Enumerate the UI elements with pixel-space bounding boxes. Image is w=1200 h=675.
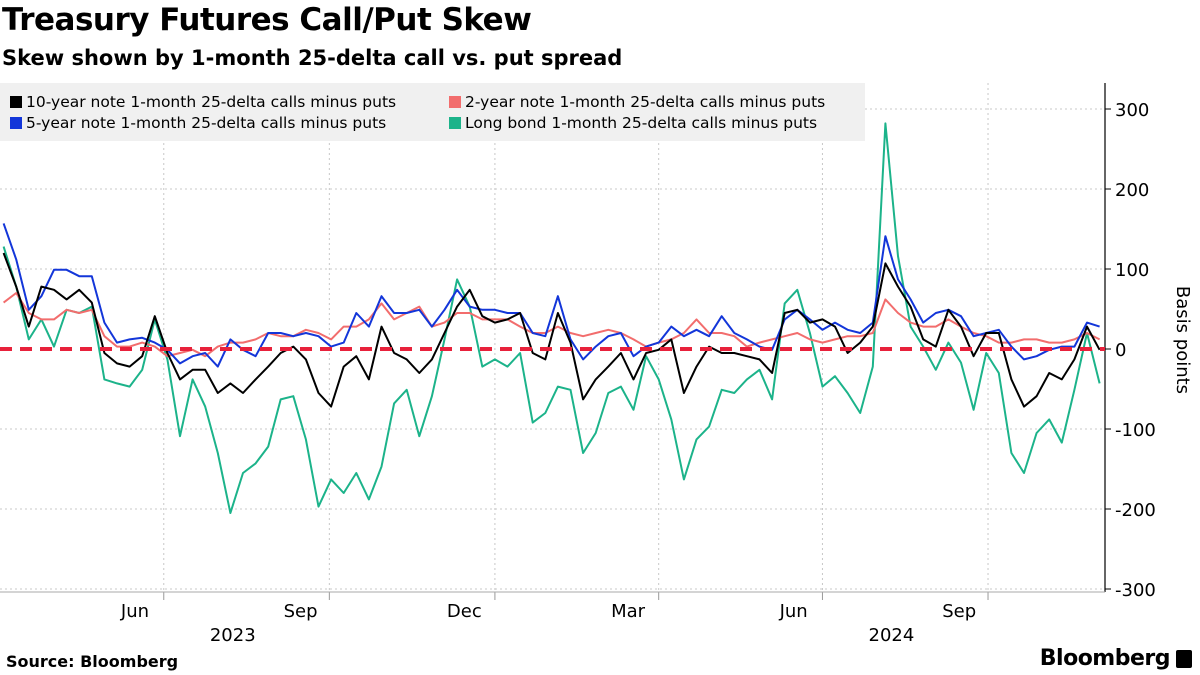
x-tick-label: Mar [611, 601, 646, 622]
series-line-long [2, 122, 1101, 514]
x-tick-label: Sep [284, 601, 318, 622]
bloomberg-logo: Bloomberg [1040, 646, 1192, 671]
legend-label: 5-year note 1-month 25-delta calls minus… [26, 114, 387, 132]
legend-label: 10-year note 1-month 25-delta calls minu… [26, 93, 397, 111]
y-tick-label: 300 [1115, 100, 1149, 121]
x-tick-label: Sep [942, 601, 976, 622]
y-axis-title: Basis points [1172, 286, 1193, 394]
logo-text: Bloomberg [1039, 646, 1171, 671]
x-tick-label: Jun [779, 601, 808, 622]
x-tick-label: Dec [447, 601, 482, 622]
legend: 10-year note 1-month 25-delta calls minu… [0, 83, 865, 141]
legend-item-5-year: 5-year note 1-month 25-delta calls minus… [10, 114, 386, 132]
y-tick-label: 100 [1115, 260, 1149, 281]
legend-swatch-5-year [10, 117, 22, 129]
chart-title: Treasury Futures Call/Put Skew [2, 2, 532, 38]
bloomberg-mark-icon [1176, 649, 1192, 668]
x-year-label: 2024 [869, 625, 915, 646]
chart-subtitle: Skew shown by 1-month 25-delta call vs. … [2, 46, 623, 70]
legend-swatch-long-bond [449, 117, 461, 129]
legend-swatch-2-year [449, 96, 461, 108]
source-note: Source: Bloomberg [6, 652, 179, 671]
y-tick-label: -100 [1115, 420, 1156, 441]
series-line-10-year [2, 252, 1101, 408]
legend-swatch-10-year [10, 96, 22, 108]
y-tick-label: 0 [1115, 340, 1126, 361]
legend-label: Long bond 1-month 25-delta calls minus p… [465, 114, 818, 132]
y-tick-label: -200 [1115, 500, 1156, 521]
x-year-label: 2023 [210, 625, 256, 646]
legend-item-long-bond: Long bond 1-month 25-delta calls minus p… [449, 114, 817, 132]
legend-label: 2-year note 1-month 25-delta calls minus… [465, 93, 826, 111]
y-tick-label: 200 [1115, 180, 1149, 201]
x-tick-label: Jun [120, 601, 149, 622]
legend-item-2-year: 2-year note 1-month 25-delta calls minus… [449, 93, 825, 111]
y-tick-label: -300 [1115, 580, 1156, 601]
series-line-5-year [2, 223, 1100, 368]
legend-item-10-year: 10-year note 1-month 25-delta calls minu… [10, 93, 396, 111]
